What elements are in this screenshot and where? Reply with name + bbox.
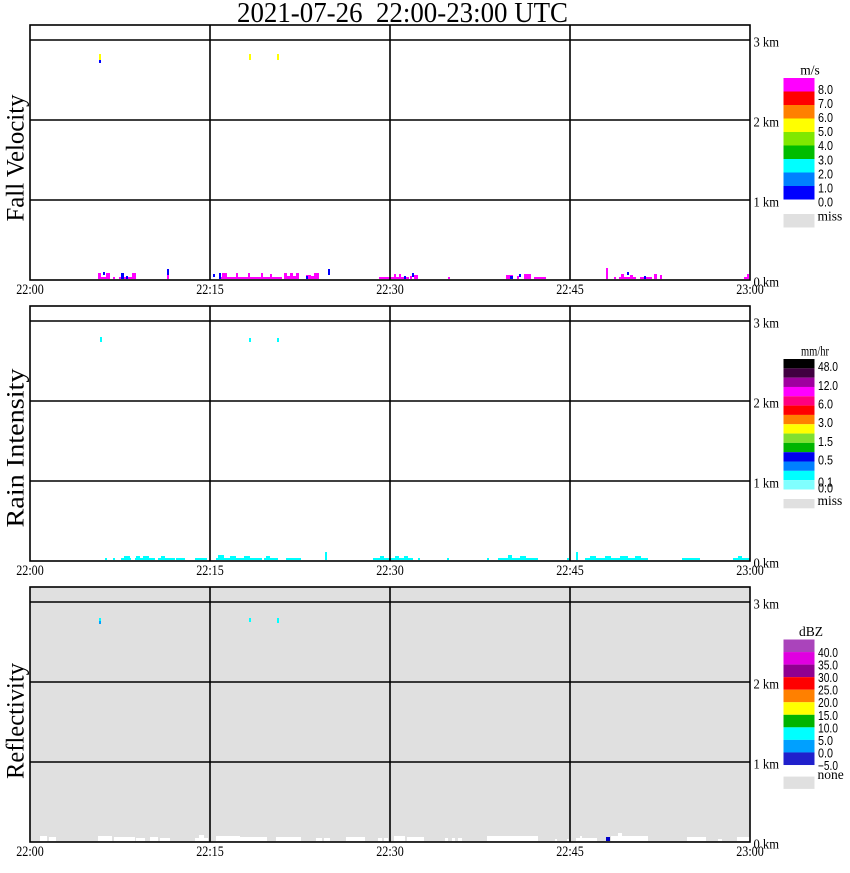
- svg-text:dBZ: dBZ: [799, 624, 823, 639]
- svg-text:4.0: 4.0: [818, 139, 833, 153]
- svg-text:12.0: 12.0: [818, 379, 838, 393]
- svg-text:0.0: 0.0: [818, 481, 833, 495]
- svg-text:22:15: 22:15: [196, 282, 224, 298]
- svg-text:23:00: 23:00: [736, 563, 764, 579]
- svg-text:Rain Intensity: Rain Intensity: [3, 368, 30, 528]
- svg-text:2 km: 2 km: [754, 677, 780, 692]
- svg-text:35.0: 35.0: [818, 659, 838, 673]
- svg-text:6.0: 6.0: [818, 111, 833, 125]
- svg-text:5.0: 5.0: [818, 125, 833, 139]
- svg-text:7.0: 7.0: [818, 97, 833, 111]
- svg-text:0.0: 0.0: [818, 747, 833, 761]
- svg-text:0.1: 0.1: [818, 475, 833, 489]
- svg-text:22:00: 22:00: [16, 563, 44, 579]
- svg-text:0 km: 0 km: [754, 556, 780, 571]
- svg-text:miss: miss: [818, 209, 843, 224]
- svg-text:48.0: 48.0: [818, 360, 838, 374]
- svg-text:1 km: 1 km: [754, 476, 780, 491]
- svg-text:22:45: 22:45: [556, 563, 584, 579]
- svg-text:1 km: 1 km: [754, 757, 780, 772]
- svg-text:22:15: 22:15: [196, 844, 224, 860]
- svg-text:40.0: 40.0: [818, 646, 838, 660]
- svg-text:3.0: 3.0: [818, 153, 833, 167]
- svg-text:Fall Velocity: Fall Velocity: [3, 94, 30, 221]
- svg-text:8.0: 8.0: [818, 83, 833, 97]
- svg-text:miss: miss: [818, 493, 843, 508]
- svg-text:0.5: 0.5: [818, 453, 833, 467]
- svg-text:23:00: 23:00: [736, 282, 764, 298]
- svg-text:2021-07-26 22:00-23:00 UTC: 2021-07-26 22:00-23:00 UTC: [237, 0, 568, 29]
- svg-text:mm/hr: mm/hr: [801, 344, 829, 359]
- svg-text:22:15: 22:15: [196, 563, 224, 579]
- svg-text:25.0: 25.0: [818, 684, 838, 698]
- svg-text:0 km: 0 km: [754, 275, 780, 290]
- svg-text:3 km: 3 km: [754, 35, 780, 50]
- svg-text:2 km: 2 km: [754, 396, 780, 411]
- svg-text:22:45: 22:45: [556, 282, 584, 298]
- svg-text:23:00: 23:00: [736, 844, 764, 860]
- svg-text:3 km: 3 km: [754, 597, 780, 612]
- svg-text:22:30: 22:30: [376, 563, 404, 579]
- svg-text:5.0: 5.0: [818, 734, 833, 748]
- svg-text:2.0: 2.0: [818, 167, 833, 181]
- svg-text:0 km: 0 km: [754, 837, 780, 852]
- svg-text:m/s: m/s: [800, 63, 820, 78]
- svg-text:Reflectivity: Reflectivity: [3, 663, 30, 779]
- svg-text:22:00: 22:00: [16, 282, 44, 298]
- svg-text:20.0: 20.0: [818, 696, 838, 710]
- svg-text:3.0: 3.0: [818, 416, 833, 430]
- svg-text:22:00: 22:00: [16, 844, 44, 860]
- svg-text:15.0: 15.0: [818, 709, 838, 723]
- svg-text:6.0: 6.0: [818, 398, 833, 412]
- svg-text:1.0: 1.0: [818, 181, 833, 195]
- svg-text:22:30: 22:30: [376, 282, 404, 298]
- svg-text:−5.0: −5.0: [818, 759, 838, 773]
- svg-text:1.5: 1.5: [818, 435, 833, 449]
- svg-text:3 km: 3 km: [754, 316, 780, 331]
- svg-text:22:30: 22:30: [376, 844, 404, 860]
- svg-text:22:45: 22:45: [556, 844, 584, 860]
- svg-text:1 km: 1 km: [754, 195, 780, 210]
- svg-text:30.0: 30.0: [818, 671, 838, 685]
- svg-text:0.0: 0.0: [818, 196, 833, 210]
- svg-text:2 km: 2 km: [754, 115, 780, 130]
- svg-text:10.0: 10.0: [818, 721, 838, 735]
- svg-text:none: none: [818, 767, 844, 782]
